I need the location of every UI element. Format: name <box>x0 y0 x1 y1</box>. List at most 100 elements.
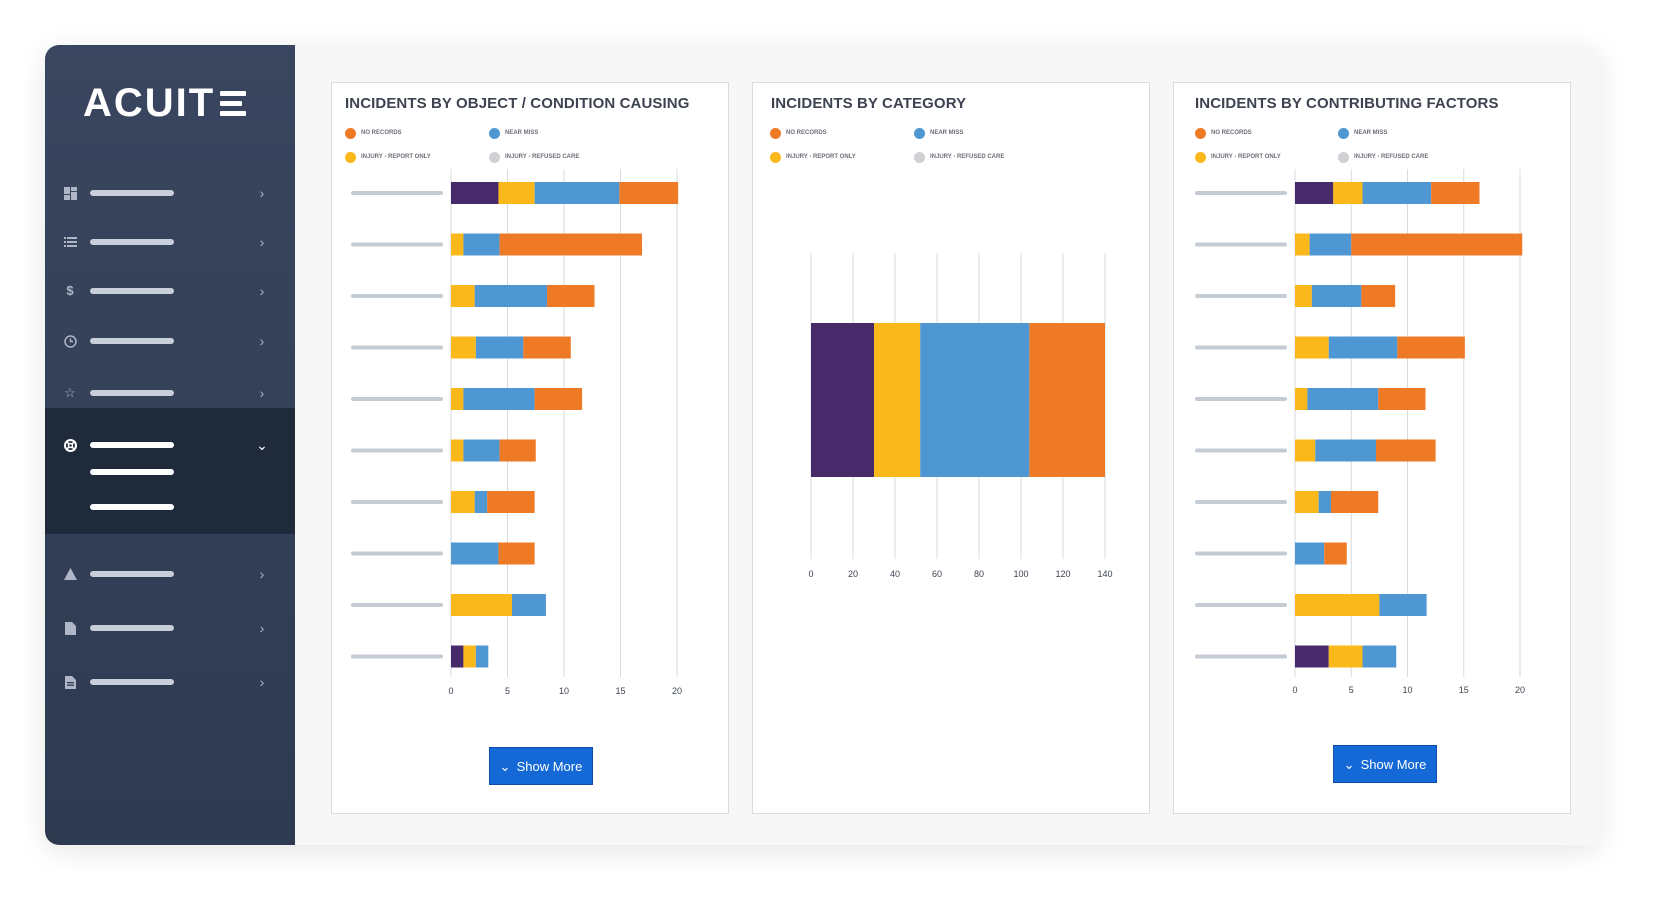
sidebar-item-label <box>90 679 174 685</box>
bar-segment-near-miss <box>463 388 535 410</box>
bar-segment-near-miss <box>1362 645 1397 668</box>
x-tick-label: 10 <box>1402 685 1412 695</box>
legend-label: INJURY - REFUSED CARE <box>505 154 580 160</box>
bar-segment-near-miss <box>512 594 546 616</box>
panel-title: INCIDENTS BY CATEGORY <box>771 95 967 112</box>
legend-injury-refused-care: INJURY - REFUSED CARE <box>1338 151 1428 163</box>
chevron-right-icon: › <box>259 283 265 299</box>
button-label: Show More <box>516 758 583 774</box>
lifebuoy-icon <box>63 438 77 452</box>
legend-label: NEAR MISS <box>505 130 539 136</box>
bar-segment-injury-report-only <box>451 233 464 256</box>
warning-icon <box>63 567 77 581</box>
sidebar-item-label <box>90 571 174 577</box>
panel-incidents-by-category: INCIDENTS BY CATEGORY NO RECORDS NEAR MI… <box>752 82 1150 814</box>
file-icon <box>63 621 77 635</box>
bar-segment-near-miss <box>1315 439 1376 462</box>
sidebar-item-alerts[interactable]: › <box>45 554 295 594</box>
chevron-down-icon: ⌄ <box>1343 756 1355 772</box>
bar-segment-near-miss <box>534 182 620 204</box>
bar-segment-near-miss <box>920 323 1030 477</box>
sidebar-item-label <box>90 338 174 344</box>
bar-segment-purple <box>1295 645 1329 668</box>
list-icon <box>63 235 77 249</box>
chevron-right-icon: › <box>259 674 265 690</box>
legend-dot-icon <box>345 127 356 139</box>
chart-incidents-by-contributing-factors: 0 5 10 15 20 <box>1195 169 1525 695</box>
sidebar-item-finance[interactable]: $ › <box>45 271 295 311</box>
legend-near-miss: NEAR MISS <box>1338 127 1387 139</box>
document-icon <box>63 675 77 689</box>
bar-segment-no-records <box>547 285 595 307</box>
bar-segment-purple <box>451 645 464 668</box>
bar-segment-no-records <box>487 491 535 513</box>
sidebar-item-documents[interactable]: › <box>45 662 295 702</box>
x-tick-label: 5 <box>1349 685 1354 695</box>
x-tick-label: 0 <box>448 686 453 696</box>
bar-segment-near-miss <box>1362 182 1432 204</box>
logo-bars <box>220 90 247 116</box>
bar-segment-injury-report-only <box>1333 182 1363 204</box>
chevron-right-icon: › <box>259 234 265 250</box>
bar-segment-injury-report-only <box>1295 491 1319 513</box>
panel-title: INCIDENTS BY OBJECT / CONDITION CAUSING <box>345 95 690 112</box>
sidebar-item-incidents[interactable]: ⌄ <box>45 425 295 465</box>
sidebar-item-label <box>90 288 174 294</box>
bar-segment-injury-report-only <box>1295 285 1312 307</box>
bar-segment-no-records <box>498 542 535 565</box>
legend-near-miss: NEAR MISS <box>489 127 538 139</box>
x-tick-label: 120 <box>1055 569 1070 579</box>
sidebar-item-label <box>90 625 174 631</box>
bar-segment-no-records <box>1324 542 1347 565</box>
sidebar-item-history[interactable]: › <box>45 321 295 361</box>
bar-segment-injury-report-only <box>1295 336 1329 359</box>
x-tick-label: 100 <box>1013 569 1028 579</box>
bar-segment-near-miss <box>1307 388 1379 410</box>
legend-injury-report-only: INJURY - REPORT ONLY <box>1195 151 1281 163</box>
legend-dot-icon <box>770 127 781 139</box>
bar-segment-no-records <box>534 388 583 410</box>
legend-label: NO RECORDS <box>361 130 402 136</box>
panel-incidents-by-object: INCIDENTS BY OBJECT / CONDITION CAUSING … <box>331 82 729 814</box>
sidebar-item-label <box>90 442 174 448</box>
dashboard-icon <box>63 186 77 200</box>
chevron-down-icon: ⌄ <box>256 437 268 453</box>
legend-label: INJURY - REFUSED CARE <box>1354 154 1429 160</box>
legend-injury-report-only: INJURY - REPORT ONLY <box>770 151 856 163</box>
sidebar-subitem-1[interactable] <box>90 469 174 475</box>
show-more-button[interactable]: ⌄ Show More <box>1333 745 1437 783</box>
legend-dot-icon <box>345 151 356 163</box>
sidebar-item-favorites[interactable]: ☆ › <box>45 373 295 413</box>
sidebar-item-list[interactable]: › <box>45 222 295 262</box>
panel-incidents-by-contributing-factors: INCIDENTS BY CONTRIBUTING FACTORS NO REC… <box>1173 82 1571 814</box>
bar-segment-injury-report-only <box>451 336 476 359</box>
legend-near-miss: NEAR MISS <box>914 127 963 139</box>
bar-segment-no-records <box>1397 336 1465 359</box>
x-tick-label: 0 <box>808 569 813 579</box>
sidebar-item-label <box>90 239 174 245</box>
x-tick-label: 20 <box>1515 685 1525 695</box>
show-more-button[interactable]: ⌄ Show More <box>489 747 593 785</box>
x-tick-label: 10 <box>559 686 569 696</box>
bar-segment-purple <box>1295 182 1334 204</box>
legend-dot-icon <box>914 127 925 139</box>
bar-segment-injury-report-only <box>463 645 476 668</box>
sidebar-item-dashboard[interactable]: › <box>45 173 295 213</box>
button-label: Show More <box>1360 756 1427 772</box>
bar-segment-near-miss <box>463 233 500 256</box>
legend-label: INJURY - REPORT ONLY <box>1211 154 1281 160</box>
bar-segment-near-miss <box>1379 594 1427 616</box>
bar-segment-near-miss <box>451 542 499 565</box>
legend-injury-refused-care: INJURY - REFUSED CARE <box>489 151 579 163</box>
bar-segment-no-records <box>1029 323 1105 477</box>
sidebar-item-files[interactable]: › <box>45 608 295 648</box>
clock-icon <box>63 334 77 348</box>
chevron-right-icon: › <box>259 620 265 636</box>
x-tick-label: 15 <box>615 686 625 696</box>
bar-segment-no-records <box>1431 182 1480 204</box>
sidebar-subitem-2[interactable] <box>90 504 174 510</box>
brand-logo[interactable]: ACUIT <box>83 81 247 125</box>
bar-segment-injury-report-only <box>1295 233 1310 256</box>
sidebar: ACUIT › › $ › › ☆ › <box>45 45 295 845</box>
bar-segment-near-miss <box>1309 233 1352 256</box>
